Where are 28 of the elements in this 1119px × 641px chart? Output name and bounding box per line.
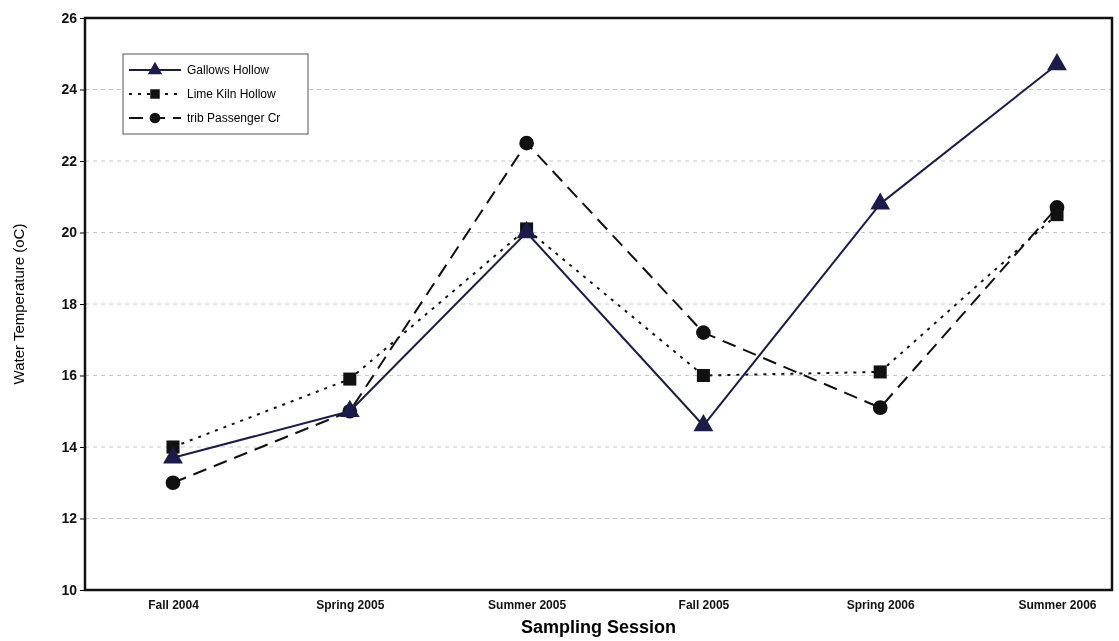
x-tick-label: Fall 2005	[678, 597, 730, 612]
x-axis-title: Sampling Session	[520, 617, 677, 637]
point	[696, 325, 711, 340]
point	[873, 365, 887, 379]
y-tick-label: 24	[61, 81, 78, 98]
legend-label: Lime Kiln Hollow	[187, 87, 277, 101]
y-tick-label: 22	[61, 152, 78, 169]
x-tick-label: Summer 2005	[488, 597, 567, 612]
y-tick-label: 16	[61, 367, 78, 384]
point	[1050, 208, 1064, 222]
point	[696, 368, 710, 383]
legend-label: trib Passenger Cr	[187, 111, 281, 125]
legend-label: Gallows Hollow	[187, 63, 270, 77]
point	[343, 372, 357, 386]
y-tick-label: 10	[61, 581, 78, 598]
y-tick-label: 12	[61, 510, 78, 527]
y-tick-label: 20	[61, 224, 78, 241]
x-tick-label: Spring 2006	[846, 597, 916, 612]
y-axis-title: Water Temperature (oC)	[10, 223, 27, 385]
point	[165, 475, 181, 491]
x-tick-label: Fall 2004	[148, 597, 200, 612]
y-tick-label: 26	[61, 9, 78, 26]
x-tick-label: Summer 2006	[1018, 597, 1097, 612]
point	[872, 400, 888, 416]
y-tick-label: 14	[61, 438, 78, 455]
x-tick-label: Spring 2005	[316, 597, 385, 612]
point	[519, 135, 534, 151]
y-tick-label: 18	[61, 295, 78, 312]
